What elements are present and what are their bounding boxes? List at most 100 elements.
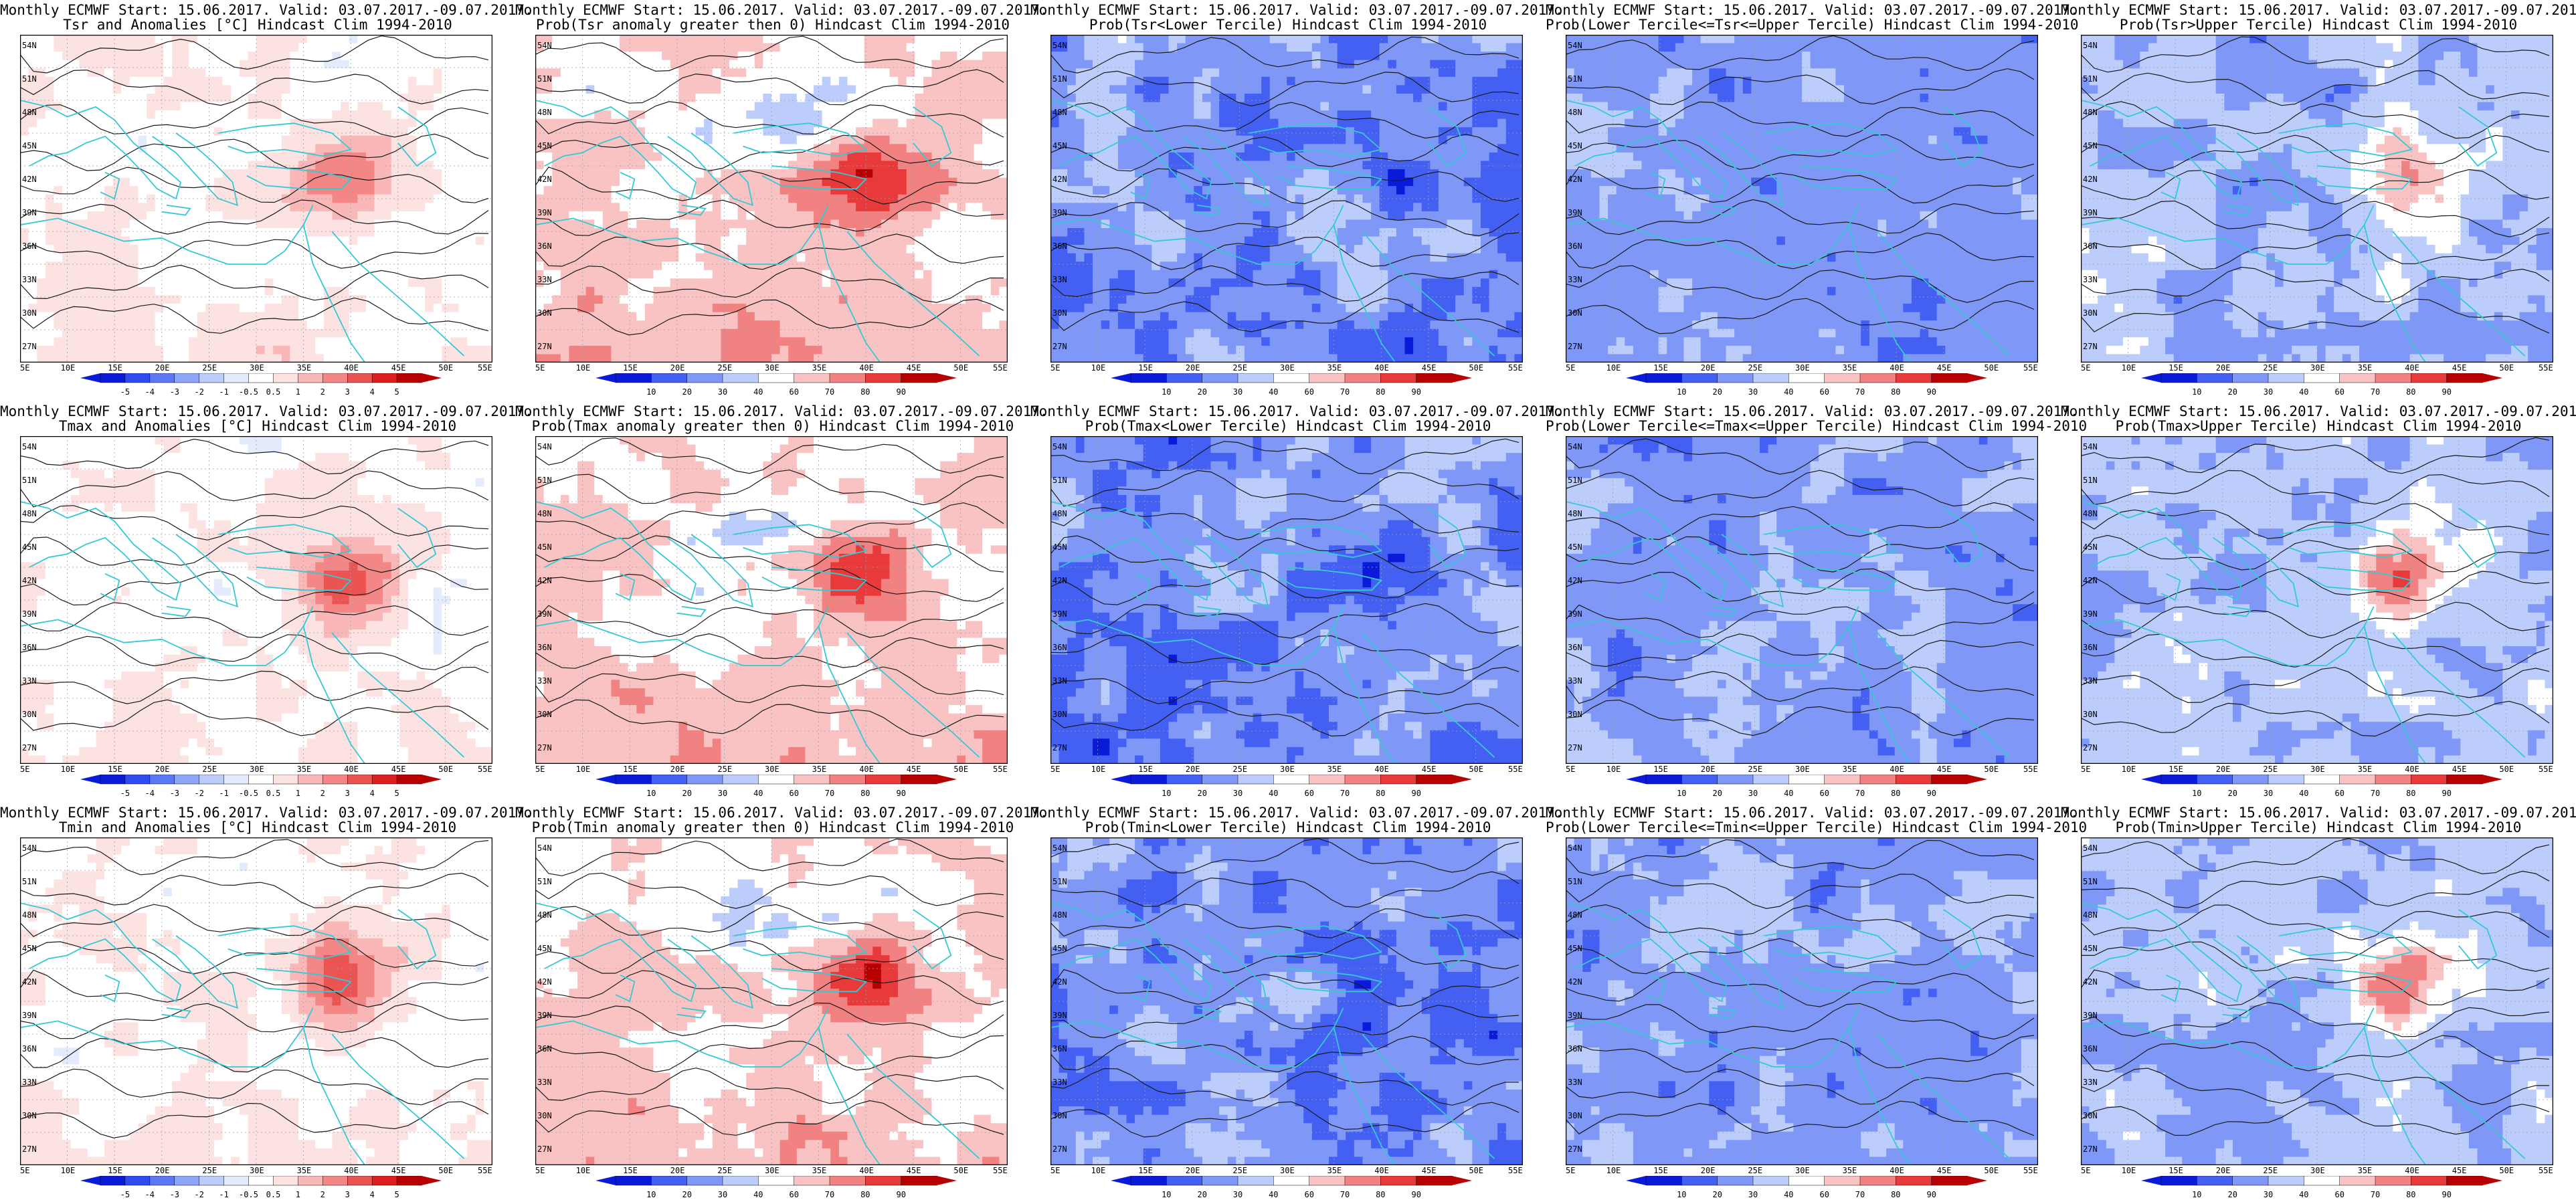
panel-title: Prob(Lower Tercile<=Tmax<=Upper Tercile)… (1546, 419, 2087, 433)
colorbar: 10 20 30 40 60 70 80 90 (2141, 775, 2502, 798)
colorbar-tick-label: 70 (825, 387, 834, 397)
graticule (535, 436, 1008, 764)
colorbar-tick-label: 5 (394, 1190, 399, 1199)
lat-tick-label: 54N (1568, 41, 1582, 50)
lat-tick-label: 48N (537, 509, 552, 518)
colorbar-tick-label: 90 (2442, 387, 2451, 397)
lon-tick-label: 10E (61, 363, 76, 373)
colorbar-tick-label: 30 (718, 789, 727, 798)
colorbar-tick-label: 30 (1233, 789, 1243, 798)
colorbar-swatch (1717, 1176, 1754, 1186)
colorbar-tick-label: 60 (789, 789, 798, 798)
colorbar-tick-label: 30 (2264, 387, 2273, 397)
colorbar-swatch (298, 775, 324, 785)
colorbar: 10 20 30 40 60 70 80 90 (1626, 775, 1987, 798)
colorbar-tick-label: 60 (2334, 387, 2344, 397)
graticule (20, 837, 492, 1165)
lon-tick-label: 20E (670, 363, 685, 373)
colorbar-tick-label: 20 (1712, 387, 1722, 397)
forecast-panel: Monthly ECMWF Start: 15.06.2017. Valid: … (515, 803, 1048, 1204)
panel-title: Prob(Tmax>Upper Tercile) Hindcast Clim 1… (2061, 419, 2576, 433)
colorbar-swatch (2268, 775, 2305, 785)
lon-tick-label: 20E (1186, 765, 1200, 774)
lon-tick-label: 40E (1374, 363, 1389, 373)
colorbar-tick-label: 60 (1819, 789, 1829, 798)
lat-tick-label: 45N (22, 944, 37, 953)
colorbar-tick-label: 2 (320, 1190, 325, 1199)
colorbar-swatch (758, 1176, 795, 1186)
colorbar-swatch (1273, 1176, 1310, 1186)
forecast-panel: Monthly ECMWF Start: 15.06.2017. Valid: … (2061, 0, 2576, 401)
lat-tick-label: 36N (1052, 643, 1067, 652)
colorbar-swatch (1309, 373, 1346, 383)
map-frame (1050, 837, 1523, 1165)
forecast-panel: Monthly ECMWF Start: 15.06.2017. Valid: … (515, 0, 1048, 401)
colorbar-tick-label: 40 (1784, 789, 1793, 798)
lon-tick-label: 30E (1795, 1166, 1810, 1175)
colorbar-swatch (2339, 373, 2376, 383)
lon-tick-label: 40E (344, 765, 359, 774)
colorbar-tick-label: 40 (1269, 789, 1278, 798)
lat-tick-label: 42N (1052, 175, 1067, 184)
forecast-map: 54N 51N 48N 45N 42N 39N 36N 33N 30N 27N (2081, 436, 2553, 764)
colorbar: 10 20 30 40 60 70 80 90 (595, 373, 957, 397)
lon-tick-label: 30E (1280, 1166, 1295, 1175)
colorbar-tick-label: 3 (345, 1190, 350, 1199)
lon-tick-label: 55E (993, 363, 1008, 373)
lat-tick-label: 48N (1568, 509, 1582, 518)
forecast-map: 54N 51N 48N 45N 42N 39N 36N 33N 30N 27N (20, 436, 492, 764)
colorbar-swatch (1166, 373, 1203, 383)
colorbar: 10 20 30 40 60 70 80 90 (2141, 1176, 2502, 1199)
lat-tick-label: 51N (22, 476, 37, 485)
colorbar-swatch (2268, 1176, 2305, 1186)
colorbar-tick-label: 20 (1197, 1190, 1206, 1199)
colorbar-tick-label: 90 (896, 789, 905, 798)
coastlines (20, 902, 465, 1165)
colorbar-swatch (298, 373, 324, 383)
lat-tick-label: 27N (22, 1144, 37, 1154)
colorbar-swatch (199, 775, 225, 785)
colorbar-tick-label: 40 (2299, 1190, 2308, 1199)
colorbar-swatch (2232, 373, 2269, 383)
colorbar-swatch (2304, 1176, 2340, 1186)
forecast-panel: Monthly ECMWF Start: 15.06.2017. Valid: … (515, 401, 1048, 803)
lat-tick-label: 27N (22, 743, 37, 752)
colorbar-swatch (1681, 1176, 1718, 1186)
longitude-labels: 5E 10E 15E 20E 25E 30E 35E 40E 45E 50E 55E (20, 765, 492, 774)
forecast-map: 54N 51N 48N 45N 42N 39N 36N 33N 30N 27N (20, 837, 492, 1165)
colorbar-swatch (651, 373, 688, 383)
lon-tick-label: 25E (1232, 765, 1247, 774)
colorbar-tick-label: 80 (1376, 789, 1385, 798)
lon-tick-label: 35E (2358, 765, 2373, 774)
lon-tick-label: 15E (623, 1166, 638, 1175)
lat-tick-label: 39N (537, 208, 552, 217)
lon-tick-label: 25E (202, 765, 217, 774)
lon-tick-label: 25E (1748, 363, 1762, 373)
lon-tick-label: 35E (2358, 363, 2373, 373)
map-frame (1566, 35, 2038, 363)
colorbar-swatch (1130, 775, 1168, 785)
lat-tick-label: 51N (1568, 476, 1582, 485)
lat-tick-label: 30N (1052, 308, 1067, 318)
colorbar-tick-label: 20 (1197, 387, 1206, 397)
colorbar-tick-label: 70 (2371, 1190, 2380, 1199)
colorbar-swatch (1717, 775, 1754, 785)
colorbar-swatch (794, 775, 830, 785)
colorbar-tick-label: 40 (753, 387, 763, 397)
colorbar-swatch (2160, 775, 2198, 785)
lat-tick-label: 51N (1568, 877, 1582, 886)
colorbar-tick-label: 80 (1891, 1190, 1900, 1199)
colorbar-swatch (1237, 373, 1275, 383)
colorbar-swatch (1752, 775, 1790, 785)
panel-header: Monthly ECMWF Start: 15.06.2017. Valid: … (1546, 3, 2079, 17)
colorbar-tick-label: 10 (1677, 387, 1686, 397)
lon-tick-label: 10E (1091, 1166, 1106, 1175)
lat-tick-label: 51N (22, 877, 37, 886)
lat-tick-label: 30N (2083, 710, 2098, 719)
lat-tick-label: 45N (1052, 944, 1067, 953)
colorbar-tick-label: 90 (2442, 789, 2451, 798)
lat-tick-label: 51N (2083, 877, 2098, 886)
lat-tick-label: 33N (1568, 676, 1582, 686)
colorbar-tick-label: -4 (145, 387, 155, 397)
lat-tick-label: 39N (2083, 609, 2098, 619)
